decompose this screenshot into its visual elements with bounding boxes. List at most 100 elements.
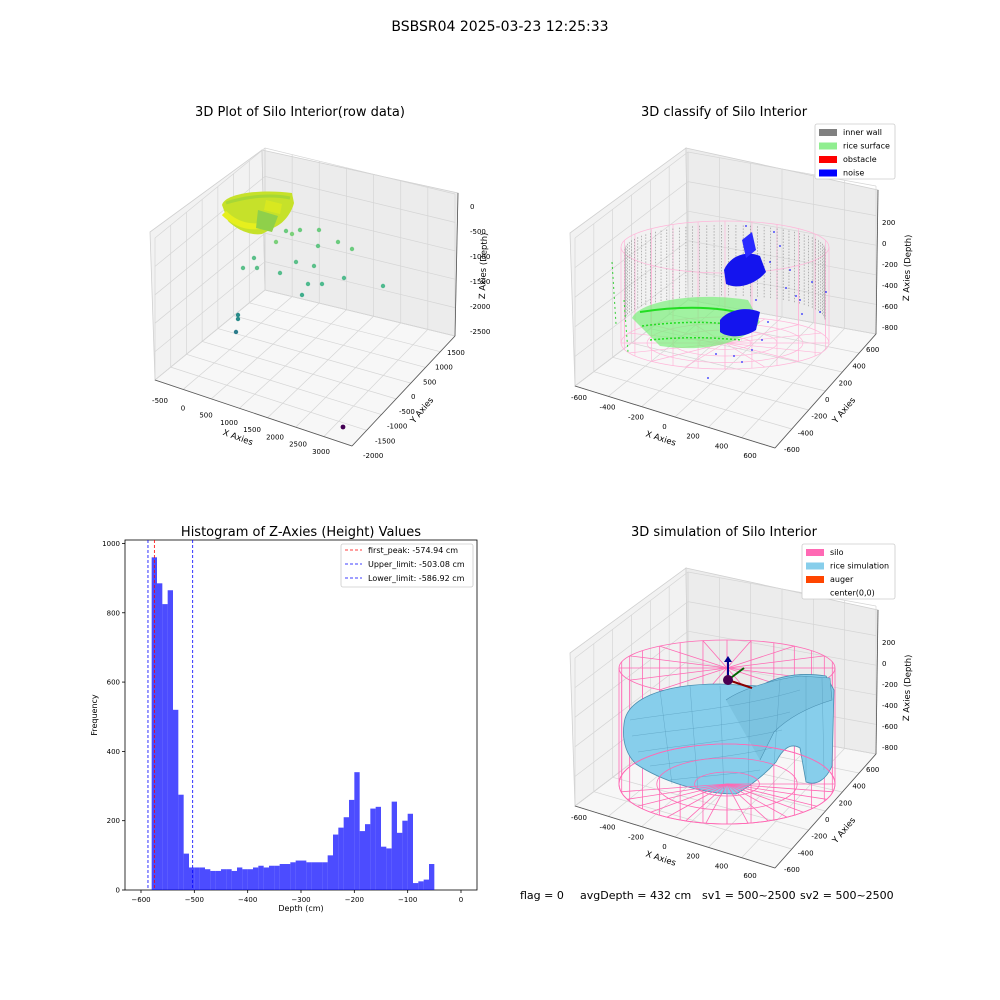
raw-plot-title: 3D Plot of Silo Interior(row data) (195, 105, 405, 120)
histogram-bar (333, 834, 339, 890)
simulation-plot-y-tick: -200 (811, 833, 827, 841)
histogram-bar (375, 806, 381, 890)
noise-point (745, 225, 747, 227)
noise-point (751, 349, 753, 351)
raw-point (251, 255, 257, 261)
histogram-bar (237, 867, 243, 890)
raw-plot-x-tick: 3000 (312, 448, 330, 456)
classify-plot-z-tick: 200 (882, 219, 895, 227)
legend-label: obstacle (843, 155, 877, 164)
noise-point (707, 377, 709, 379)
histogram-bar (263, 867, 269, 890)
histogram-x-tick: 0 (459, 896, 463, 904)
noise-point (741, 361, 743, 363)
simulation-plot-y-tick: -400 (798, 849, 814, 857)
simulation-plot-y-tick: 0 (825, 816, 829, 824)
raw-plot-y-tick: 1000 (435, 364, 453, 372)
histogram-x-tick: −600 (131, 896, 150, 904)
classify-plot-z-tick: -200 (882, 261, 898, 269)
histogram-bar (397, 832, 403, 890)
raw-plot-z-label: Z Axies (Depth) (478, 232, 490, 299)
simulation-legend: silo rice simulation auger center(0,0) (801, 543, 896, 600)
histogram-bar (183, 853, 189, 890)
raw-plot-z-tick: -1500 (470, 278, 490, 286)
histogram-bar (205, 869, 211, 890)
histogram-bar (258, 865, 264, 890)
noise-point (801, 313, 803, 315)
histogram-bar (423, 879, 429, 890)
simulation-plot-x-tick: 0 (662, 843, 666, 851)
histogram-bar (269, 865, 275, 890)
simulation-plot-x-label: X Axies (644, 849, 677, 868)
simulation-plot-x-tick: 600 (743, 872, 756, 880)
raw-plot-x-tick: 2500 (289, 441, 307, 449)
histogram-bar (157, 583, 163, 890)
classify-plot-x-tick: -400 (600, 404, 616, 412)
legend-label: silo (830, 548, 844, 557)
classify-plot-y-tick: -600 (784, 446, 800, 454)
simulation-plot-x-tick: -200 (628, 833, 644, 841)
status-flag: flag = 0 (520, 889, 564, 902)
histogram-bar (386, 848, 392, 890)
raw-plot-x-tick: 2000 (266, 433, 284, 441)
raw-plot-y-tick: 0 (411, 393, 415, 401)
histogram-bar (189, 867, 195, 890)
simulation-plot-x-tick: -600 (571, 814, 587, 822)
histogram-bar (178, 794, 184, 890)
raw-point (254, 265, 260, 271)
histogram-marker-lines (147, 540, 194, 890)
legend-label: auger (830, 575, 854, 584)
classify-legend: inner wall rice surface obstacle noise (814, 123, 896, 180)
classify-noise-points (720, 232, 766, 337)
raw-point (235, 316, 241, 322)
histogram-bar (311, 862, 317, 890)
legend-swatch (806, 549, 824, 556)
histogram-bar (167, 590, 173, 890)
classify-plot-y-tick: -200 (811, 413, 827, 421)
raw-plot-points (233, 227, 386, 430)
legend-swatch (819, 156, 837, 163)
raw-plot-z-tick: -2000 (470, 303, 490, 311)
classify-plot-y-tick: 0 (825, 396, 829, 404)
simulation-plot-x-tick: 200 (686, 853, 699, 861)
classify-plot-axes (574, 189, 879, 449)
histogram-bar (359, 831, 365, 890)
simulation-plot-x-tick: 400 (715, 862, 728, 870)
histogram-bar (365, 824, 371, 890)
classify-plot-title: 3D classify of Silo Interior (641, 105, 808, 120)
histogram-bar (295, 860, 301, 890)
raw-plot-y-tick: 500 (423, 378, 436, 386)
histogram-bar (151, 557, 157, 890)
noise-point (773, 231, 775, 233)
legend-label: first_peak: -574.94 cm (368, 546, 458, 555)
histogram-bars (151, 557, 435, 890)
histogram-bar (354, 772, 360, 890)
histogram-bar (162, 604, 168, 890)
raw-point (335, 239, 341, 245)
classify-plot-tick-labels: -600-400-2000200400600-600-400-200020040… (571, 219, 898, 460)
histogram-bar (279, 864, 285, 890)
simulation-plot-z-tick: -600 (882, 723, 898, 731)
noise-point (819, 311, 821, 313)
raw-point (319, 281, 325, 287)
noise-point (785, 287, 787, 289)
legend-swatch (806, 562, 824, 570)
noise-point (755, 299, 757, 301)
legend-label: noise (843, 169, 864, 178)
raw-point (315, 243, 321, 249)
histogram-bar (327, 855, 333, 890)
histogram-y-tick: 200 (107, 817, 120, 825)
raw-point (293, 259, 299, 265)
classify-plot-y-tick: 600 (866, 346, 879, 354)
legend-label: center(0,0) (830, 589, 875, 598)
histogram-y-tick: 800 (107, 609, 120, 617)
legend-swatch (819, 129, 837, 136)
histogram-x-tick: −200 (345, 896, 364, 904)
noise-point (733, 355, 735, 357)
histogram-bar (173, 709, 179, 890)
noise-point (795, 295, 797, 297)
histogram-bar (322, 862, 328, 890)
simulation-plot-y-tick: 600 (866, 766, 879, 774)
raw-plot-y-tick: -1500 (375, 437, 395, 445)
